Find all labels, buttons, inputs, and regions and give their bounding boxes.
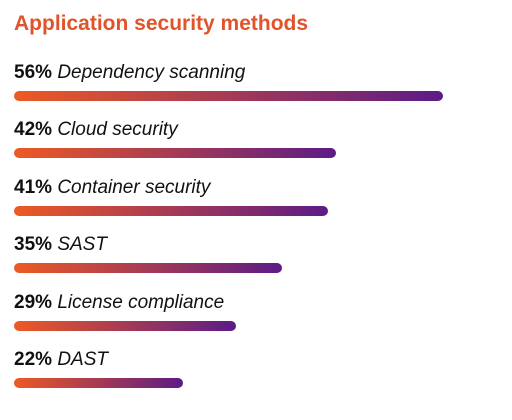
bar [14, 205, 328, 216]
bar-category-label: License compliance [57, 291, 225, 313]
bar-row: 41% Container security [14, 174, 504, 220]
bar-value-label: 29% [14, 291, 53, 313]
bar-label: 22% DAST [14, 346, 108, 374]
bar-value-label: 42% [14, 119, 53, 141]
bar-label: 41% Container security [14, 174, 210, 202]
bar-label: 56% Dependency scanning [14, 59, 245, 87]
bar-category-label: SAST [57, 234, 107, 256]
bar-category-label: Cloud security [57, 119, 178, 141]
bar-label: 35% SAST [14, 231, 107, 259]
bar-row: 29% License compliance [14, 289, 504, 335]
bar [14, 91, 443, 101]
bar-value-label: 22% [14, 349, 53, 370]
bar [14, 263, 282, 274]
bar-category-label: DAST [57, 349, 108, 370]
bar [14, 378, 183, 388]
bar-row: 35% SAST [14, 231, 504, 277]
bar [14, 148, 336, 159]
bar-row: 42% Cloud security [14, 116, 504, 162]
bar-value-label: 56% [14, 62, 53, 83]
bar-category-label: Container security [57, 176, 211, 198]
bar-category-label: Dependency scanning [57, 62, 246, 83]
bar-label: 29% License compliance [14, 289, 224, 317]
bar-row: 56% Dependency scanning [14, 59, 504, 105]
bar-row: 22% DAST [14, 346, 504, 392]
bar-label: 42% Cloud security [14, 116, 178, 144]
bar-value-label: 35% [14, 234, 53, 256]
bar-value-label: 41% [14, 176, 53, 198]
chart-title: Application security methods [14, 12, 309, 35]
bar [14, 320, 236, 331]
